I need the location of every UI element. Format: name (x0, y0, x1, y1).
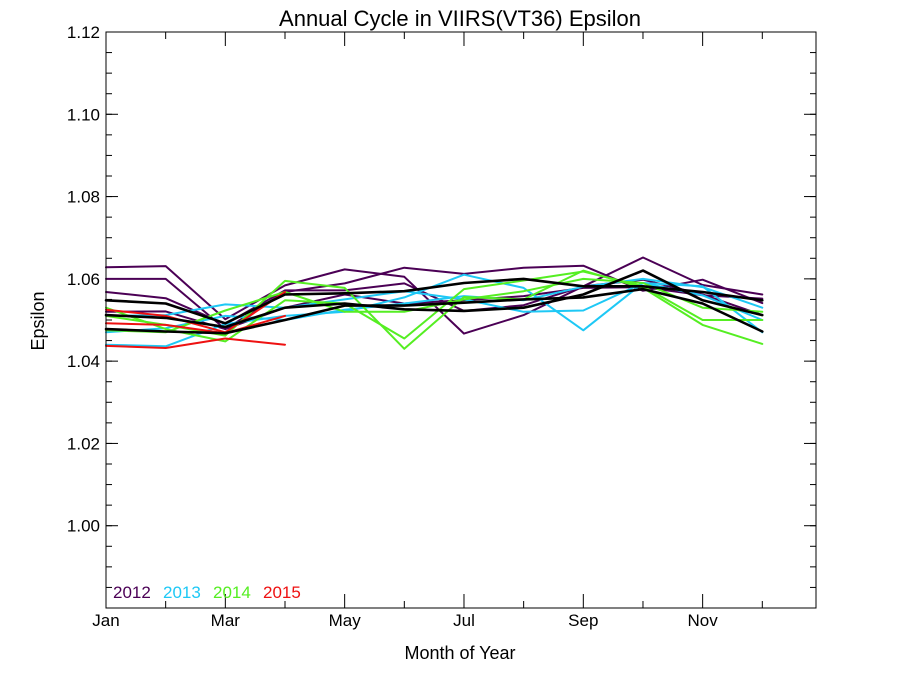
y-tick-label: 1.00 (67, 517, 100, 536)
legend-entry-2012: 2012 (113, 583, 151, 602)
y-tick-label: 1.04 (67, 352, 100, 371)
series-line-2015 (105, 291, 286, 334)
data-series (104, 256, 764, 350)
x-tick-label: Sep (568, 611, 598, 630)
y-tick-label: 1.10 (67, 105, 100, 124)
series-line-mean (104, 287, 764, 335)
series-line-2013 (105, 277, 764, 334)
x-tick-label: Nov (688, 611, 719, 630)
x-tick-label: Jan (92, 611, 119, 630)
y-tick-label: 1.08 (67, 188, 100, 207)
series-line-2015 (105, 337, 286, 349)
y-tick-label: 1.12 (67, 23, 100, 42)
chart-title: Annual Cycle in VIIRS(VT36) Epsilon (279, 6, 641, 31)
legend-entry-2013: 2013 (163, 583, 201, 602)
legend: 2012 2013 2014 2015 (113, 583, 301, 602)
x-tick-label: Jul (453, 611, 475, 630)
y-axis-label: Epsilon (28, 291, 48, 350)
x-axis-label: Month of Year (404, 643, 515, 663)
plot-frame (105, 31, 817, 609)
legend-entry-2015: 2015 (263, 583, 301, 602)
legend-entry-2014: 2014 (213, 583, 251, 602)
series-line-2015 (105, 314, 286, 335)
y-tick-label: 1.06 (67, 270, 100, 289)
x-tick-label: Mar (211, 611, 241, 630)
y-tick-label: 1.02 (67, 434, 100, 453)
series-line-mean (104, 277, 764, 325)
x-tick-label: May (329, 611, 362, 630)
series-line-2013 (105, 282, 764, 321)
series-line-mean (104, 269, 764, 329)
